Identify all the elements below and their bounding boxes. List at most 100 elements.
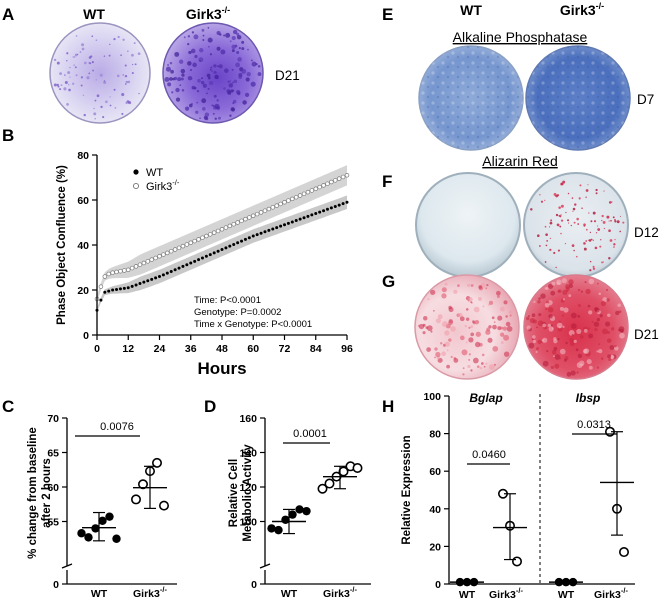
speck <box>481 353 485 357</box>
point-wt <box>185 263 189 267</box>
speck <box>565 341 568 345</box>
speck <box>609 345 615 351</box>
speck <box>245 77 250 82</box>
speck <box>468 353 471 356</box>
speck <box>607 331 610 334</box>
speck <box>584 281 587 284</box>
speck <box>134 63 137 66</box>
speck <box>532 335 536 339</box>
speck <box>497 326 502 331</box>
speck <box>546 350 549 353</box>
speck <box>564 358 567 362</box>
point-wt <box>122 286 126 290</box>
point-ko <box>258 210 264 215</box>
speck <box>56 61 60 65</box>
speck <box>441 293 447 299</box>
speck <box>122 38 125 41</box>
speck <box>116 74 120 78</box>
speck <box>171 91 174 94</box>
speck <box>66 59 68 62</box>
speck <box>75 74 78 77</box>
data-point <box>267 524 276 533</box>
point-wt <box>267 228 271 232</box>
speck <box>575 255 578 258</box>
point-ko <box>329 179 334 185</box>
panel-label-f: F <box>382 172 392 191</box>
speck <box>206 92 208 95</box>
speck <box>530 208 533 211</box>
speck <box>202 34 205 37</box>
speck <box>482 305 485 308</box>
speck <box>426 347 431 352</box>
speck <box>551 324 553 327</box>
point-ko <box>333 178 338 183</box>
speck <box>608 358 612 362</box>
chart-d-cat-ko: Girk3-/- <box>323 585 357 600</box>
speck <box>181 89 185 92</box>
speck <box>127 80 131 84</box>
speck <box>195 110 199 114</box>
point-ko <box>176 245 182 251</box>
speck <box>578 360 585 367</box>
speck <box>602 297 608 303</box>
speck <box>84 61 87 65</box>
speck <box>218 116 221 120</box>
data-point <box>138 479 149 490</box>
speck <box>72 82 75 85</box>
speck <box>450 355 453 359</box>
speck <box>495 290 501 296</box>
ytick-label: 55 <box>47 517 59 529</box>
speck <box>446 349 449 352</box>
speck <box>559 306 564 311</box>
speck <box>615 310 620 316</box>
speck <box>181 73 185 77</box>
speck <box>614 239 616 241</box>
well-f-wt <box>415 172 521 278</box>
speck <box>605 288 609 292</box>
speck <box>542 360 549 367</box>
point-ko <box>184 242 190 247</box>
speck <box>96 94 100 98</box>
speck <box>457 284 460 288</box>
speck <box>477 296 483 301</box>
speck <box>91 61 94 64</box>
data-point <box>131 494 142 505</box>
point-wt <box>99 298 103 302</box>
speck <box>545 244 548 247</box>
speck <box>196 89 200 93</box>
speck <box>131 53 134 57</box>
speck <box>473 306 480 313</box>
panel-a-wt-header: WT <box>83 6 105 22</box>
speck <box>600 239 602 241</box>
speck <box>223 34 226 37</box>
speck <box>560 219 564 222</box>
speck <box>81 43 85 47</box>
chart-b-points <box>94 173 350 312</box>
speck <box>190 48 196 54</box>
speck <box>562 180 566 184</box>
point-ko <box>161 252 166 257</box>
speck <box>164 76 170 82</box>
chart-h-cat-ko1: Girk3-/- <box>489 586 523 601</box>
speck <box>529 317 536 324</box>
speck <box>209 53 213 56</box>
data-point <box>288 510 297 519</box>
speck <box>94 99 97 102</box>
point-ko <box>168 248 174 254</box>
point-wt <box>306 214 310 218</box>
speck <box>470 325 474 329</box>
speck <box>578 197 581 200</box>
speck <box>533 300 536 304</box>
speck <box>53 83 57 87</box>
point-wt <box>255 233 259 237</box>
speck <box>488 364 495 370</box>
panel-a-day: D21 <box>275 68 300 83</box>
ytick-label: 0 <box>435 579 441 591</box>
speck <box>566 290 569 293</box>
well-g-wt-nodules <box>417 282 514 376</box>
speck <box>528 342 535 349</box>
speck <box>227 80 230 83</box>
point-ko <box>141 260 147 266</box>
speck <box>570 370 576 376</box>
speck <box>569 341 575 347</box>
